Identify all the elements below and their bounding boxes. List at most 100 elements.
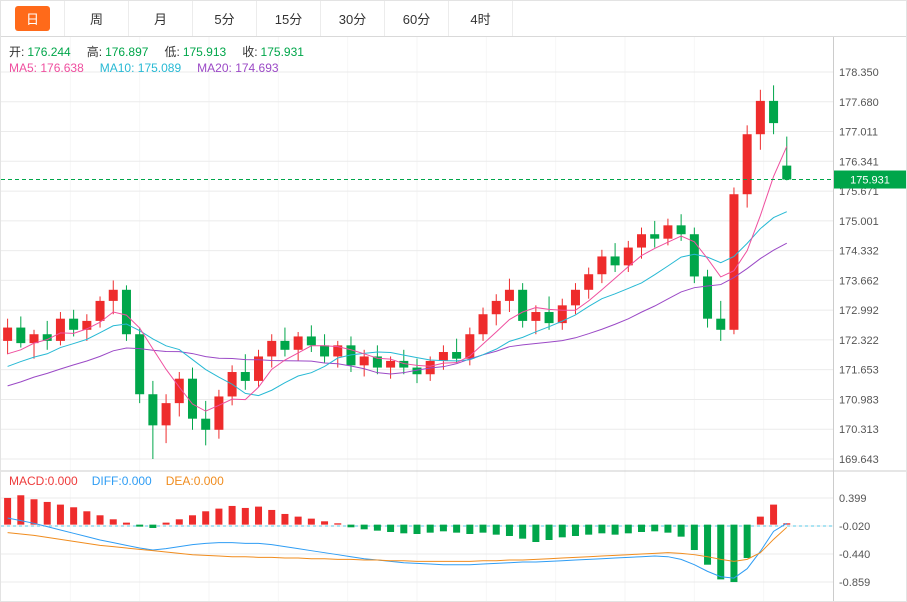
candle-body bbox=[676, 225, 686, 235]
candle-body bbox=[187, 378, 197, 419]
tab-4hour[interactable]: 4时 bbox=[449, 1, 513, 36]
price-axis-label: 176.341 bbox=[839, 156, 879, 168]
macd-bar bbox=[426, 524, 434, 533]
period-toolbar: 日 周 月 5分 15分 30分 60分 4时 bbox=[1, 1, 906, 37]
macd-bar bbox=[638, 524, 646, 532]
tab-day[interactable]: 日 bbox=[1, 1, 65, 36]
macd-bar bbox=[756, 516, 764, 525]
macd-bar bbox=[228, 505, 236, 525]
tab-month[interactable]: 月 bbox=[129, 1, 193, 36]
macd-bar bbox=[519, 524, 527, 539]
ma5-line bbox=[7, 146, 788, 412]
candle-body bbox=[650, 234, 660, 239]
candle-body bbox=[465, 334, 475, 359]
tab-4hour-label: 4时 bbox=[470, 12, 491, 27]
macd-bar bbox=[413, 524, 421, 534]
tab-60min[interactable]: 60分 bbox=[385, 1, 449, 36]
candle-body bbox=[782, 165, 792, 180]
candle-body bbox=[769, 100, 779, 124]
candle-body bbox=[412, 367, 422, 375]
candle-body bbox=[280, 340, 290, 350]
price-axis-label: 177.011 bbox=[839, 127, 878, 139]
candle-body bbox=[201, 418, 211, 430]
macd-bar bbox=[17, 495, 25, 525]
candle-body bbox=[372, 356, 382, 368]
macd-bar bbox=[294, 516, 302, 525]
candle-body bbox=[557, 305, 567, 324]
candle-body bbox=[267, 340, 277, 357]
price-axis-label: 171.653 bbox=[839, 365, 879, 377]
macd-bar bbox=[479, 524, 487, 533]
macd-bar bbox=[690, 524, 698, 551]
tab-5min[interactable]: 5分 bbox=[193, 1, 257, 36]
macd-bar bbox=[466, 524, 474, 534]
macd-axis-label: -0.020 bbox=[839, 521, 870, 533]
candle-body bbox=[689, 234, 699, 277]
candle-body bbox=[544, 312, 554, 324]
price-axis-label: 173.662 bbox=[839, 275, 879, 287]
candle-body bbox=[703, 276, 713, 319]
candle-body bbox=[584, 274, 594, 290]
candle-body bbox=[610, 256, 620, 266]
macd-bar bbox=[770, 504, 778, 525]
macd-bar bbox=[453, 524, 461, 533]
tab-30min[interactable]: 30分 bbox=[321, 1, 385, 36]
macd-bar bbox=[109, 519, 117, 525]
macd-bar bbox=[360, 524, 368, 530]
macd-bar bbox=[532, 524, 540, 543]
macd-bar bbox=[30, 499, 38, 525]
candle-body bbox=[504, 289, 514, 301]
price-axis-label: 170.983 bbox=[839, 394, 879, 406]
macd-bar bbox=[664, 524, 672, 533]
macd-bar bbox=[255, 506, 263, 525]
candle-body bbox=[742, 134, 752, 195]
macd-bar bbox=[373, 524, 381, 531]
tab-15min[interactable]: 15分 bbox=[257, 1, 321, 36]
dea-line bbox=[7, 526, 788, 562]
macd-bar bbox=[43, 501, 51, 525]
price-axis-label: 178.350 bbox=[839, 67, 879, 79]
candle-body bbox=[663, 225, 673, 239]
candle-body bbox=[121, 289, 131, 335]
price-axis-label: 174.332 bbox=[839, 246, 879, 258]
candle-body bbox=[214, 396, 224, 430]
candle-body bbox=[82, 320, 92, 330]
macd-bar bbox=[268, 509, 276, 525]
macd-bar bbox=[651, 524, 659, 532]
macd-bar bbox=[677, 524, 685, 537]
macd-bar bbox=[4, 497, 12, 525]
candle-body bbox=[333, 345, 343, 357]
tab-month-label: 月 bbox=[153, 12, 167, 27]
candle-body bbox=[135, 334, 145, 395]
price-axis-label: 172.322 bbox=[839, 335, 879, 347]
candle-body bbox=[55, 318, 65, 341]
chart-canvas[interactable]: 178.350 177.680 177.011 176.341 175.671 175.0… bbox=[1, 37, 907, 602]
macd-bar bbox=[188, 515, 196, 525]
price-axis-label: 170.313 bbox=[839, 424, 879, 436]
tab-week[interactable]: 周 bbox=[65, 1, 129, 36]
candle-body bbox=[320, 345, 330, 357]
candle-body bbox=[597, 256, 607, 275]
macd-bar bbox=[281, 513, 289, 525]
candle-body bbox=[452, 352, 462, 359]
candle-body bbox=[148, 394, 158, 426]
macd-bar bbox=[730, 524, 738, 583]
macd-bar bbox=[149, 524, 157, 528]
macd-bar bbox=[783, 523, 791, 525]
candle-body bbox=[399, 360, 409, 368]
candle-body bbox=[637, 234, 647, 248]
macd-bar bbox=[347, 524, 355, 528]
candle-body bbox=[438, 352, 448, 361]
candle-body bbox=[386, 360, 396, 368]
candle-body bbox=[570, 289, 580, 306]
candle-body bbox=[518, 289, 528, 321]
macd-bar bbox=[215, 508, 223, 525]
candle-body bbox=[42, 334, 52, 341]
candle-body bbox=[531, 312, 541, 321]
candle-body bbox=[716, 318, 726, 330]
candle-body bbox=[293, 336, 303, 350]
tab-30min-label: 30分 bbox=[338, 12, 367, 27]
tab-15min-label: 15分 bbox=[274, 12, 303, 27]
candle-body bbox=[359, 356, 369, 366]
